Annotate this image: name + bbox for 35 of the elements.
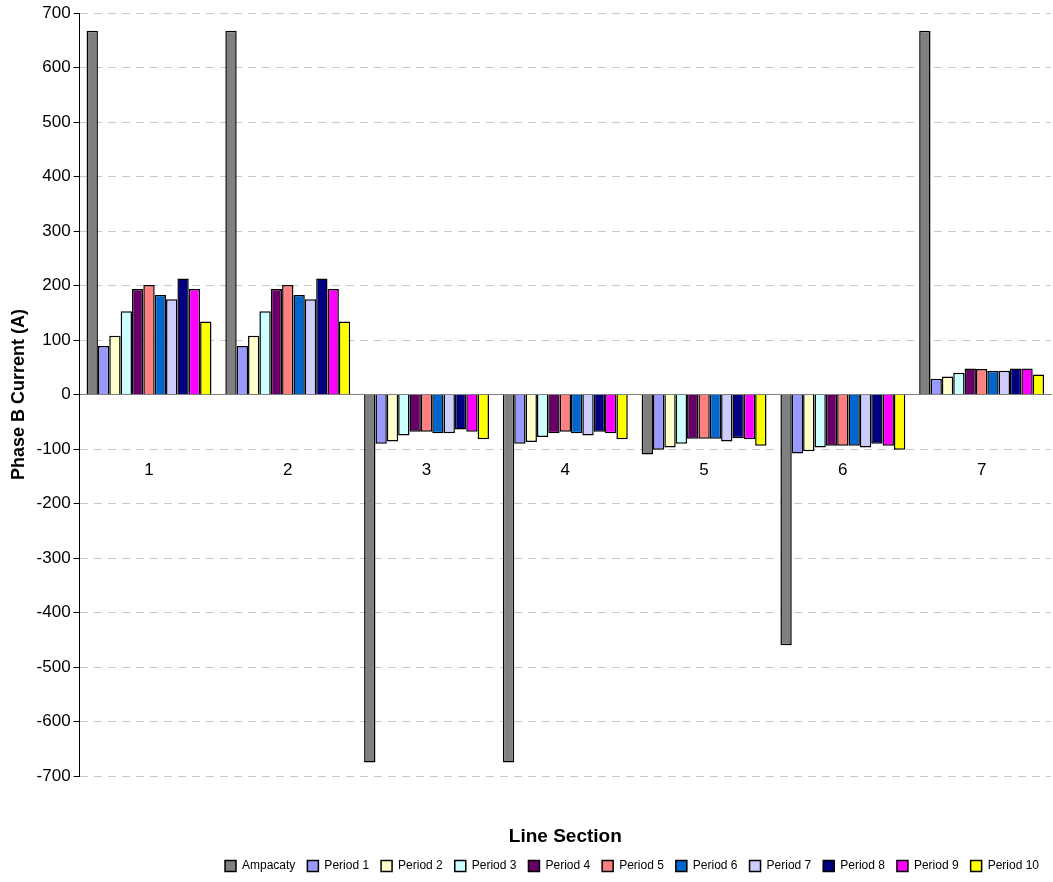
legend-label: Period 10 [987, 858, 1040, 873]
y-tick-label: 700 [42, 2, 71, 22]
y-tick-label: 0 [61, 384, 71, 404]
y-tick-label: -600 [36, 711, 71, 731]
x-tick-label: 2 [283, 460, 293, 480]
x-tick-label: 4 [560, 460, 571, 480]
x-tick-label: 3 [421, 460, 432, 480]
y-tick-label: 400 [42, 166, 71, 186]
y-tick-label: -200 [36, 493, 71, 513]
y-tick-label: -500 [36, 656, 71, 676]
x-tick-label: 5 [699, 460, 709, 480]
y-tick-label: 100 [42, 329, 71, 349]
y-tick-label: -700 [36, 765, 71, 785]
legend-label: Period 3 [471, 858, 517, 873]
legend-label: Period 6 [692, 858, 738, 873]
y-tick-label: 600 [42, 57, 71, 77]
y-tick-label: -100 [36, 438, 71, 458]
legend-label: Period 7 [766, 858, 812, 873]
y-tick-label: 500 [42, 111, 71, 131]
y-axis-title: Phase B Current (A) [7, 309, 28, 481]
legend-label: Period 5 [619, 858, 665, 873]
legend-label: Period 2 [398, 858, 444, 873]
x-tick-label: 1 [144, 460, 154, 480]
legend-label: Period 1 [324, 858, 370, 873]
y-tick-label: -300 [36, 547, 71, 567]
y-tick-label: -400 [36, 602, 71, 622]
x-axis-title: Line Section [508, 824, 622, 846]
y-tick-label: 300 [42, 220, 71, 240]
x-tick-label: 7 [976, 460, 987, 480]
legend-label: Period 9 [913, 858, 959, 873]
legend-label: Ampacaty [242, 858, 296, 873]
y-tick-label: 200 [42, 275, 71, 295]
legend-label: Period 4 [545, 858, 591, 873]
legend-label: Period 8 [840, 858, 886, 873]
x-tick-label: 6 [838, 460, 848, 480]
